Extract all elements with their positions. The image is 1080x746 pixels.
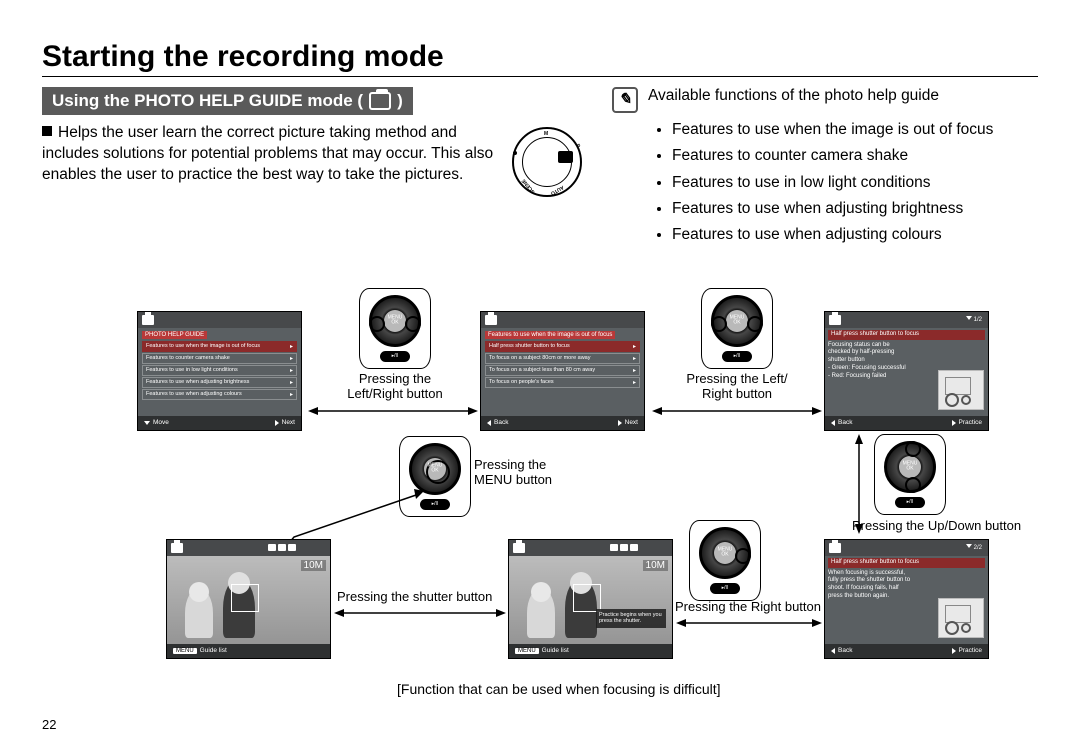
lcd1-row: Features to use when adjusting brightnes… bbox=[142, 377, 297, 388]
control-pad-right: ▸/II bbox=[692, 527, 758, 594]
feature-item: Features to use when adjusting colours bbox=[672, 222, 1038, 248]
lcd2-row: To focus on a subject 80cm or more away▸ bbox=[485, 353, 640, 364]
lcd-screen-photo-1: 10M MENU Guide list bbox=[166, 539, 331, 659]
info2-foot-l: Back bbox=[838, 647, 852, 654]
intro-row: Helps the user learn the correct picture… bbox=[42, 123, 582, 197]
lcd-screen-info-1: 1/2 Half press shutter button to focus F… bbox=[824, 311, 989, 431]
info1-line: Focusing status can be bbox=[828, 342, 985, 350]
page-title: Starting the recording mode bbox=[42, 40, 1038, 74]
camera-icon bbox=[513, 543, 525, 553]
feature-item: Features to counter camera shake bbox=[672, 143, 1038, 169]
camera-icon bbox=[829, 315, 841, 325]
page-number: 22 bbox=[42, 717, 56, 732]
feature-item: Features to use in low light conditions bbox=[672, 170, 1038, 196]
lcd1-row: Features to counter camera shake▸ bbox=[142, 353, 297, 364]
camera-icon bbox=[485, 315, 497, 325]
intro-body: Helps the user learn the correct picture… bbox=[42, 124, 493, 183]
resolution-badge: 10M bbox=[301, 560, 326, 571]
info1-line: checked by half-pressing bbox=[828, 349, 985, 357]
info2-line: fully press the shutter button to bbox=[828, 577, 985, 585]
info1-line: shutter button bbox=[828, 357, 985, 365]
bottom-note: [Function that can be used when focusing… bbox=[397, 681, 721, 697]
flow-diagram: PHOTO HELP GUIDE Features to use when th… bbox=[42, 289, 1038, 709]
photo-foot: Guide list bbox=[200, 647, 227, 654]
info1-foot-r: Practice bbox=[959, 419, 982, 426]
left-column: Using the PHOTO HELP GUIDE mode ( ) Help… bbox=[42, 87, 582, 249]
camera-icon bbox=[829, 543, 841, 553]
title-rule bbox=[42, 76, 1038, 77]
feature-item: Features to use when the image is out of… bbox=[672, 117, 1038, 143]
right-column: ✎ Available functions of the photo help … bbox=[612, 87, 1038, 249]
feature-item: Features to use when adjusting brightnes… bbox=[672, 196, 1038, 222]
dial-label-m: M bbox=[544, 131, 548, 137]
note-icon: ✎ bbox=[612, 87, 638, 113]
info-illustration bbox=[938, 598, 984, 638]
lcd-screen-submenu: Features to use when the image is out of… bbox=[480, 311, 645, 431]
section-title-text: Using the PHOTO HELP GUIDE mode ( bbox=[52, 91, 363, 111]
section-title-tail: ) bbox=[397, 91, 403, 111]
control-pad-leftright-1: ▸/II bbox=[362, 295, 428, 362]
lcd1-row: Features to use when the image is out of… bbox=[142, 341, 297, 352]
lcd-screen-main-menu: PHOTO HELP GUIDE Features to use when th… bbox=[137, 311, 302, 431]
info2-title: Half press shutter button to focus bbox=[828, 558, 985, 568]
lcd2-row: To focus on people's faces▸ bbox=[485, 377, 640, 388]
lcd2-row: Half press shutter button to focus▸ bbox=[485, 341, 640, 352]
lcd1-foot-r: Next bbox=[282, 419, 295, 426]
feature-list: Features to use when the image is out of… bbox=[612, 117, 1038, 249]
available-heading-row: ✎ Available functions of the photo help … bbox=[612, 87, 1038, 113]
lcd2-foot-l: Back bbox=[494, 419, 508, 426]
double-arrow-icon bbox=[652, 405, 822, 417]
practice-note: Practice begins when you press the shutt… bbox=[596, 609, 666, 628]
lcd1-foot-l: Move bbox=[153, 419, 169, 426]
camera-icon bbox=[142, 315, 154, 325]
lcd1-row: Features to use in low light conditions▸ bbox=[142, 365, 297, 376]
lcd1-row: Features to use when adjusting colours▸ bbox=[142, 389, 297, 400]
double-arrow-icon bbox=[334, 607, 506, 619]
camera-icon bbox=[171, 543, 183, 553]
menu-chip: MENU bbox=[515, 648, 539, 654]
available-heading: Available functions of the photo help gu… bbox=[648, 87, 939, 105]
photo-foot: Guide list bbox=[542, 647, 569, 654]
lcd2-row: To focus on a subject less than 80 cm aw… bbox=[485, 365, 640, 376]
caption-updown: Pressing the Up/Down button bbox=[852, 518, 1042, 534]
lcd2-foot-r: Next bbox=[625, 419, 638, 426]
dial-label-p: P bbox=[574, 143, 581, 149]
control-pad-updown: ▸/II bbox=[877, 441, 943, 508]
double-arrow-icon bbox=[308, 405, 478, 417]
bullet-square-icon bbox=[42, 126, 52, 136]
info1-title: Half press shutter button to focus bbox=[828, 330, 985, 340]
section-heading: Using the PHOTO HELP GUIDE mode ( ) bbox=[42, 87, 413, 115]
lcd-screen-photo-2: 10M Practice begins when you press the s… bbox=[508, 539, 673, 659]
info2-line: shoot. If focusing fails, half bbox=[828, 585, 985, 593]
top-columns: Using the PHOTO HELP GUIDE mode ( ) Help… bbox=[42, 87, 1038, 249]
lcd-screen-info-2: 2/2 Half press shutter button to focus W… bbox=[824, 539, 989, 659]
double-arrow-icon bbox=[676, 617, 822, 629]
info2-line: When focusing is successful, bbox=[828, 570, 985, 578]
info-illustration bbox=[938, 370, 984, 410]
caption-lr-1: Pressing theLeft/Right button bbox=[345, 371, 445, 402]
lcd1-title: PHOTO HELP GUIDE bbox=[142, 331, 207, 339]
caption-shutter: Pressing the shutter button bbox=[337, 589, 507, 605]
lcd2-title: Features to use when the image is out of… bbox=[485, 331, 615, 339]
caption-menu: Pressing theMENU button bbox=[474, 457, 574, 488]
caption-lr-2: Pressing the Left/Right button bbox=[682, 371, 792, 402]
menu-chip: MENU bbox=[173, 648, 197, 654]
caption-right: Pressing the Right button bbox=[675, 599, 825, 615]
info2-foot-r: Practice bbox=[959, 647, 982, 654]
mode-dial-icon: M P AUTO SCENE bbox=[512, 127, 582, 197]
guide-mode-icon bbox=[369, 92, 391, 110]
intro-text: Helps the user learn the correct picture… bbox=[42, 123, 500, 186]
control-pad-leftright-2: ▸/II bbox=[704, 295, 770, 362]
resolution-badge: 10M bbox=[643, 560, 668, 571]
info1-foot-l: Back bbox=[838, 419, 852, 426]
